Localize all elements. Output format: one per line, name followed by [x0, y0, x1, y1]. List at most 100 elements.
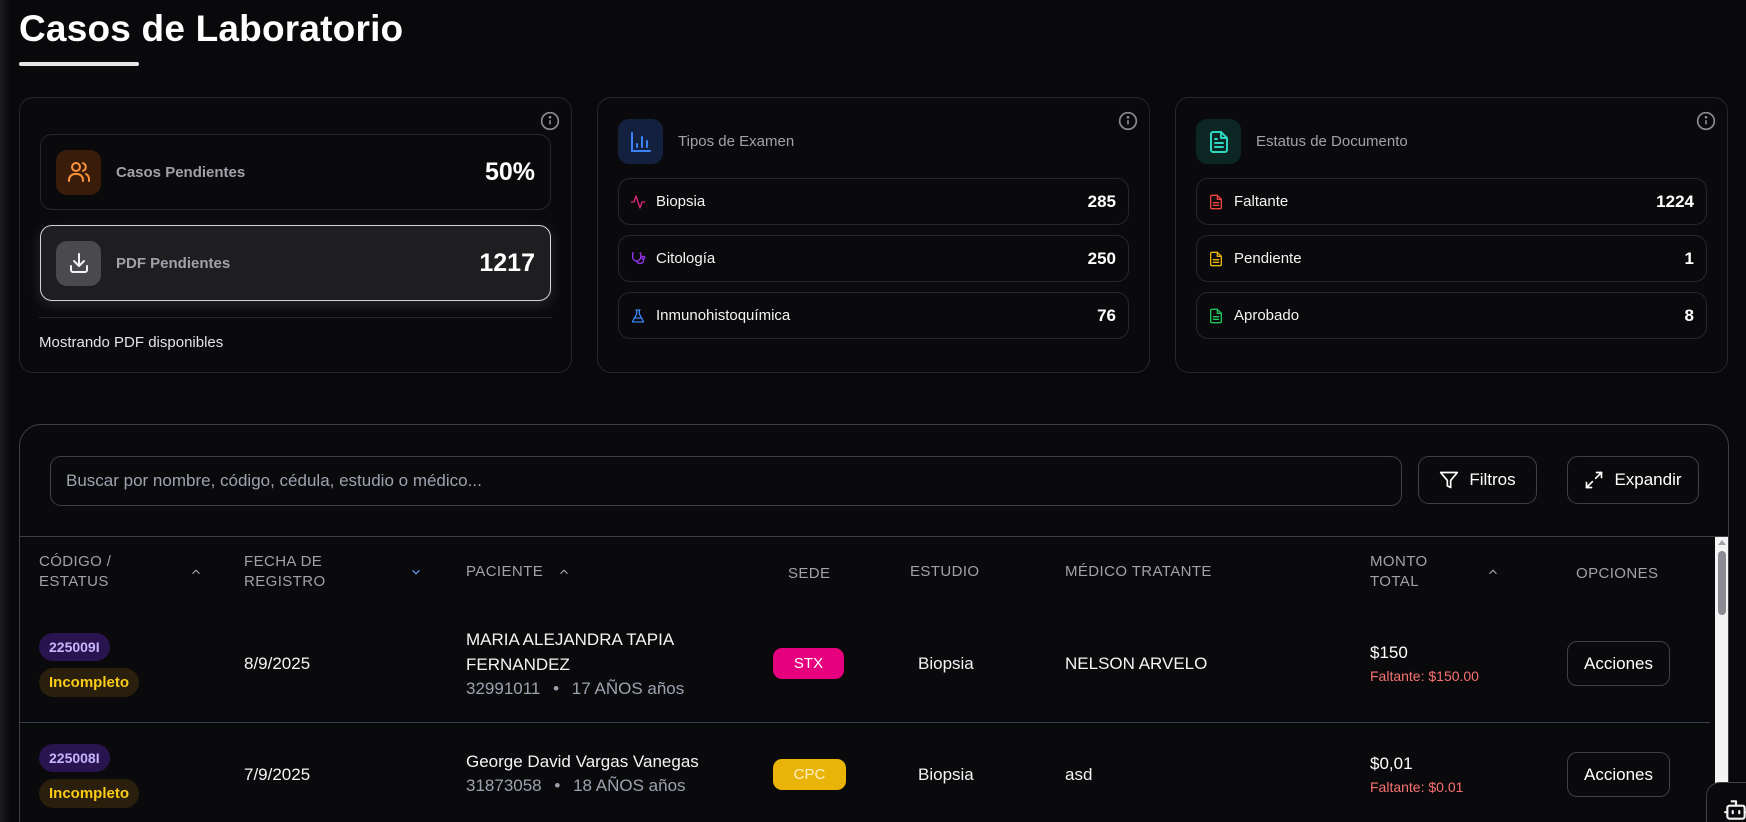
divider — [39, 317, 552, 318]
header-line: MÉDICO TRATANTE — [1065, 563, 1212, 580]
exam-type-inmunohistoquimica[interactable]: Inmunohistoquímica 76 — [618, 292, 1129, 339]
column-header-options: OPCIONES — [1576, 564, 1658, 584]
item-value: 285 — [1087, 191, 1116, 211]
item-value: 1 — [1684, 248, 1694, 268]
stat-label: Casos Pendientes — [116, 163, 246, 181]
item-label: Aprobado — [1234, 307, 1300, 324]
activity-icon — [629, 193, 647, 211]
study-name: Biopsia — [918, 765, 974, 784]
info-icon[interactable] — [1696, 111, 1716, 131]
exam-type-biopsia[interactable]: Biopsia 285 — [618, 178, 1129, 225]
doctor-name: asd — [1065, 765, 1093, 784]
header-line: TOTAL — [1370, 573, 1419, 590]
patient-id: 31873058 — [466, 776, 542, 795]
actions-button[interactable]: Acciones — [1567, 641, 1670, 686]
patient-name: George David Vargas Vanegas — [466, 752, 699, 771]
status-badge: Incompleto — [39, 779, 140, 808]
actions-button[interactable]: Acciones — [1567, 752, 1670, 797]
study-name: Biopsia — [918, 654, 974, 673]
stat-casos-pendientes[interactable]: Casos Pendientes 50% — [40, 134, 551, 210]
expand-label: Expandir — [1614, 470, 1682, 489]
pending-summary-card: Casos Pendientes 50% PDF Pendientes 1217… — [19, 97, 572, 373]
header-line: ESTATUS — [39, 573, 109, 590]
search-input[interactable] — [66, 471, 1401, 491]
patient-id: 32991011 — [466, 679, 541, 698]
scroll-thumb[interactable] — [1718, 551, 1726, 615]
expand-icon — [1586, 471, 1603, 489]
info-icon[interactable] — [1118, 111, 1138, 131]
separator: • — [554, 776, 561, 795]
exam-type-citologia[interactable]: Citología 250 — [618, 235, 1129, 282]
stat-pdf-pendientes[interactable]: PDF Pendientes 1217 — [40, 225, 551, 301]
item-label: Inmunohistoquímica — [656, 307, 791, 324]
header-line: FECHA DE — [244, 553, 323, 570]
filter-icon — [1440, 471, 1459, 489]
header-line: CÓDIGO / — [39, 553, 112, 570]
chevron-down-icon[interactable] — [409, 565, 423, 579]
patient-age: 18 AÑOS años — [573, 776, 686, 795]
info-icon[interactable] — [540, 111, 560, 131]
scroll-up-arrow[interactable] — [1718, 540, 1726, 545]
card-header: Tipos de Examen — [618, 119, 794, 164]
column-header-code-status[interactable]: CÓDIGO / ESTATUS — [39, 552, 111, 592]
expand-button[interactable]: Expandir — [1567, 456, 1699, 504]
filters-label: Filtros — [1469, 470, 1516, 489]
sede-badge: STX — [773, 648, 844, 679]
chevron-up-icon[interactable] — [557, 565, 571, 579]
file-icon — [1207, 307, 1225, 325]
file-icon — [1207, 193, 1225, 211]
card-header: Estatus de Documento — [1196, 119, 1408, 164]
column-header-amount[interactable]: MONTO TOTAL — [1370, 552, 1428, 592]
stethoscope-icon — [629, 250, 647, 268]
filters-button[interactable]: Filtros — [1418, 456, 1537, 504]
bot-icon — [1724, 800, 1746, 820]
assistant-bot-button[interactable] — [1706, 782, 1746, 822]
stat-value: 1217 — [479, 248, 535, 277]
table-scrollbar[interactable] — [1715, 537, 1728, 802]
patient-meta: 32991011 • 17 AÑOS años — [466, 679, 684, 699]
header-line: REGISTRO — [244, 573, 326, 590]
card-footnote: Mostrando PDF disponibles — [39, 334, 224, 351]
stat-label: PDF Pendientes — [116, 254, 231, 272]
column-header-study: ESTUDIO — [910, 562, 979, 582]
patient-meta: 31873058 • 18 AÑOS años — [466, 776, 686, 796]
doc-status-faltante[interactable]: Faltante 1224 — [1196, 178, 1707, 225]
total-amount: $0,01 — [1370, 754, 1413, 773]
file-icon — [1207, 250, 1225, 268]
search-box[interactable] — [50, 456, 1402, 506]
doc-status-pendiente[interactable]: Pendiente 1 — [1196, 235, 1707, 282]
header-line: MONTO — [1370, 553, 1428, 570]
header-line: SEDE — [788, 565, 831, 582]
separator: • — [553, 679, 560, 698]
item-label: Biopsia — [656, 193, 706, 210]
column-header-patient[interactable]: PACIENTE — [466, 562, 543, 582]
missing-amount: Faltante: $150.00 — [1370, 668, 1479, 684]
case-code-badge[interactable]: 225008I — [39, 744, 110, 772]
registration-date: 7/9/2025 — [244, 765, 311, 784]
item-label: Pendiente — [1234, 250, 1302, 267]
column-header-date[interactable]: FECHA DE REGISTRO — [244, 552, 326, 592]
patient-name-cont: FERNANDEZ — [466, 655, 570, 674]
file-text-icon — [1196, 119, 1241, 164]
header-line: PACIENTE — [466, 563, 544, 580]
case-code-badge[interactable]: 225009I — [39, 633, 110, 661]
table-divider — [20, 536, 1728, 537]
cases-table-card: Filtros Expandir CÓDIGO / ESTATUS FECHA … — [19, 424, 1729, 822]
title-underline — [19, 62, 139, 66]
card-title: Estatus de Documento — [1256, 133, 1408, 150]
header-line: OPCIONES — [1576, 565, 1659, 582]
flask-icon — [629, 307, 647, 325]
exam-types-card: Tipos de Examen Biopsia 285 Citología 25… — [597, 97, 1150, 373]
item-value: 76 — [1097, 305, 1116, 325]
patient-name: MARIA ALEJANDRA TAPIA — [466, 630, 675, 649]
document-status-card: Estatus de Documento Faltante 1224 Pendi… — [1175, 97, 1728, 373]
chevron-up-icon[interactable] — [189, 565, 203, 579]
stat-value: 50% — [484, 157, 535, 186]
bar-chart-icon — [618, 119, 663, 164]
page-title: Casos de Laboratorio — [19, 8, 404, 49]
chevron-up-icon[interactable] — [1486, 565, 1500, 579]
doc-status-aprobado[interactable]: Aprobado 8 — [1196, 292, 1707, 339]
status-badge: Incompleto — [39, 668, 140, 697]
total-amount: $150 — [1370, 643, 1408, 662]
item-label: Citología — [656, 250, 716, 267]
